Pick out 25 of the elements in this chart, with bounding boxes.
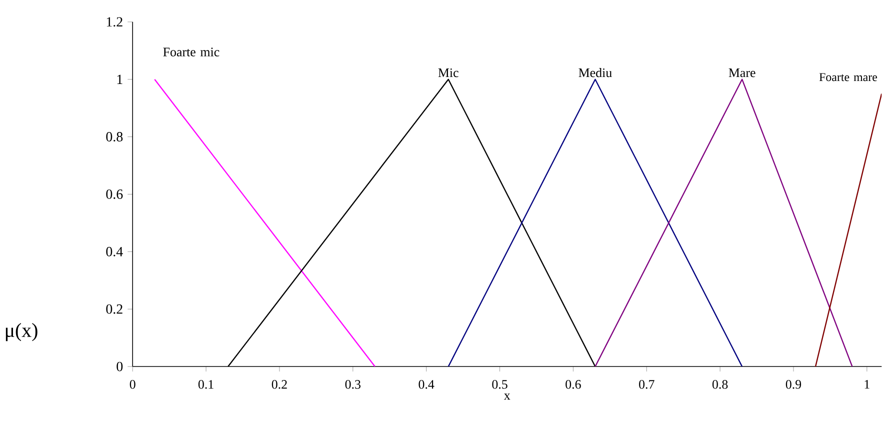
x-tick-label: 0.5 (492, 380, 508, 389)
x-tick-label: 0.2 (272, 380, 287, 389)
series-label: Mare (728, 68, 756, 78)
y-tick-label: 0.2 (106, 304, 122, 314)
series-label: Mediu (578, 68, 612, 78)
y-tick-label: 0.4 (106, 246, 123, 256)
x-tick-label: 0.8 (712, 380, 728, 389)
x-tick-label: 0.6 (566, 380, 581, 389)
series-label: Foarte mic (163, 48, 220, 56)
y-tick-label: 0.6 (106, 189, 123, 199)
x-tick-label: 0.3 (345, 380, 360, 389)
series-label: Mic (438, 68, 458, 78)
x-axis-title: x (504, 394, 510, 400)
x-tick-label: 0.1 (198, 380, 214, 389)
x-tick-label: 0.9 (786, 380, 802, 389)
x-tick-label: 0 (130, 380, 136, 389)
series-label: Foarte mare (819, 73, 878, 82)
y-tick-label: 1 (117, 74, 122, 84)
x-tick-label: 1 (864, 380, 870, 388)
y-tick-label: 0.8 (106, 132, 123, 142)
x-tick-label: 0.7 (639, 380, 654, 389)
y-tick-label: 0 (116, 362, 123, 372)
x-tick-label: 0.4 (418, 380, 434, 389)
y-tick-label: 1.2 (106, 17, 122, 27)
y-axis-title: μ(x) (6, 322, 38, 341)
